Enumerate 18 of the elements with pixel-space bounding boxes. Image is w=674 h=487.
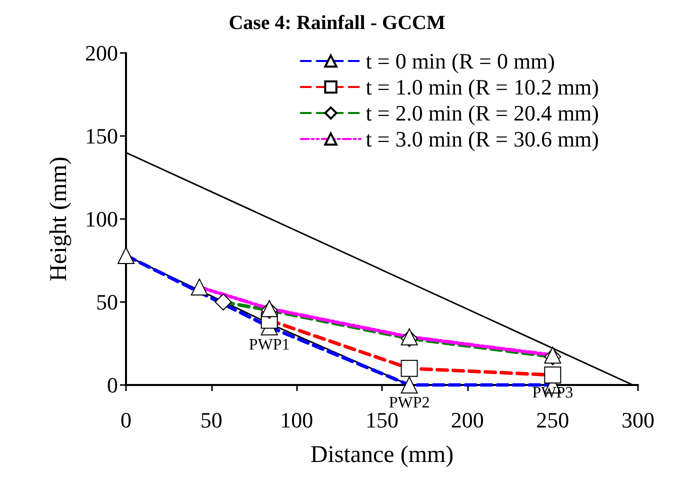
x-axis-title: Distance (mm) (310, 442, 454, 468)
x-tick-label: 50 (200, 408, 222, 432)
y-tick-label: 200 (85, 40, 118, 66)
legend-label: t = 2.0 min (R = 20.4 mm) (366, 100, 599, 126)
x-tick-label: 300 (622, 408, 654, 432)
legend-label: t = 1.0 min (R = 10.2 mm) (366, 74, 599, 100)
x-tick-label: 250 (536, 408, 570, 432)
legend-label: t = 3.0 min (R = 30.6 mm) (366, 126, 599, 152)
legend-label: t = 0 min (R = 0 mm) (366, 48, 555, 74)
y-tick-label: 0 (107, 372, 118, 398)
y-tick-label: 150 (85, 124, 118, 148)
y-tick-label: 50 (96, 290, 118, 314)
x-tick-label: 100 (280, 408, 314, 432)
annotation: PWP1 (248, 336, 290, 354)
y-tick-label: 100 (85, 206, 118, 232)
y-axis-title: Height (mm) (46, 156, 72, 282)
x-tick-label: 200 (450, 408, 484, 432)
chart-title: Case 4: Rainfall - GCCM (228, 12, 446, 34)
